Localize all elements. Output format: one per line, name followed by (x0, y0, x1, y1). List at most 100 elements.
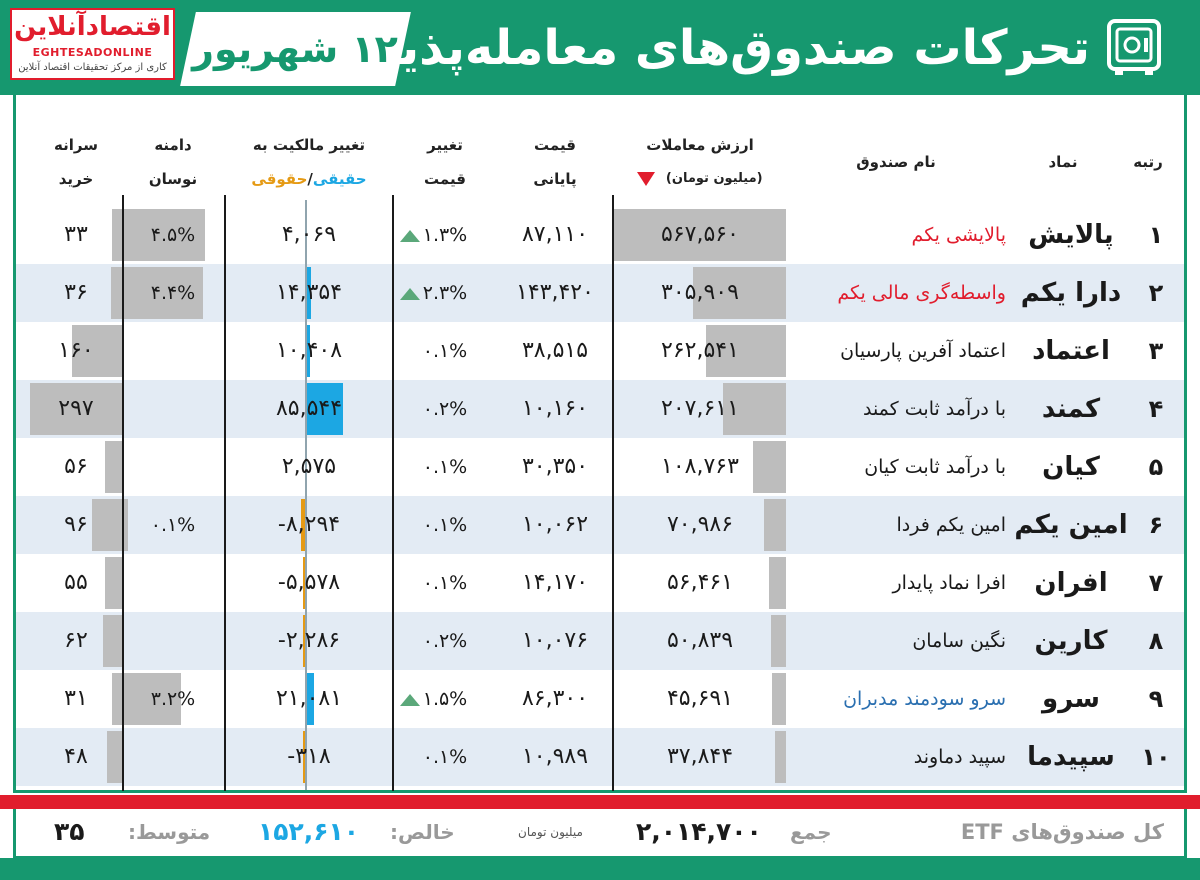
percapita-cell-text: ۹۶ (64, 512, 88, 537)
price-cell-text: ۱۰,۹۸۹ (521, 744, 589, 769)
summary-footer (13, 809, 1187, 859)
range-cell: ۰.۱% (122, 496, 224, 554)
change-cell: ۰.۱% (394, 728, 496, 786)
fund-symbol-text: پالایش (1028, 220, 1114, 250)
volume-cell-text: ۵۶,۴۶۱ (666, 570, 734, 595)
price-cell: ۱۰,۰۷۶ (496, 612, 614, 670)
ownership-bar-real (305, 325, 310, 377)
table-row: ۵۵ -۵,۵۷۸ ۰.۱% ۱۴,۱۷۰ ۵۶,۴۶۱ افرا نماد پایدار… (16, 554, 1184, 612)
fund-name: پالایشی یکم (786, 206, 1006, 264)
volume-bar (614, 209, 786, 261)
fund-symbol: امین یکم (1014, 496, 1128, 554)
ownership-cell-text: ۴,۰۶۹ (281, 222, 337, 247)
rank-cell: ۱۰ (1128, 728, 1184, 786)
rank-cell: ۲ (1128, 264, 1184, 322)
fund-name: با درآمد ثابت کیان (786, 438, 1006, 496)
ownership-cell-text: ۲,۵۷۵ (281, 454, 337, 479)
percapita-cell: ۱۶۰ (30, 322, 122, 380)
ownership-bar-real (305, 673, 314, 725)
fund-symbol: کارین (1014, 612, 1128, 670)
fund-symbol: سپیدما (1014, 728, 1128, 786)
volume-bar (764, 499, 786, 551)
ownership-cell: ۲,۵۷۵ (224, 438, 394, 496)
fund-name: امین یکم فردا (786, 496, 1006, 554)
fund-symbol: سرو (1014, 670, 1128, 728)
change-cell: ۰.۱% (394, 322, 496, 380)
ownership-cell-text: ۱۰,۴۰۸ (275, 338, 343, 363)
price-cell: ۱۰,۹۸۹ (496, 728, 614, 786)
header-range: دامنه نوسان (148, 136, 198, 188)
change-cell: ۰.۲% (394, 380, 496, 438)
percapita-bar (105, 441, 122, 493)
rank-cell-text: ۴ (1148, 395, 1164, 423)
fund-name-text: با درآمد ثابت کیان (864, 456, 1006, 478)
change-cell-text: ۰.۱% (422, 514, 468, 536)
price-cell-text: ۸۶,۳۰۰ (521, 686, 589, 711)
percapita-cell-text: ۵۶ (64, 454, 88, 479)
percapita-cell-text: ۵۵ (64, 570, 88, 595)
volume-bar (706, 325, 786, 377)
sort-down-icon[interactable] (637, 171, 656, 186)
footer-sum-value: ۲,۰۱۴,۷۰۰ (636, 817, 762, 846)
percapita-cell: ۵۵ (30, 554, 122, 612)
range-bar (122, 267, 203, 319)
fund-name-text: سپید دماوند (913, 746, 1006, 768)
rank-cell: ۷ (1128, 554, 1184, 612)
range-cell (122, 322, 224, 380)
range-cell-text: ۴.۵% (150, 224, 196, 246)
ownership-cell: -۵,۵۷۸ (224, 554, 394, 612)
range-cell (122, 554, 224, 612)
range-cell: ۴.۴% (122, 264, 224, 322)
rank-cell-text: ۳ (1148, 337, 1164, 365)
table-row: ۶۲ -۲,۲۸۶ ۰.۲% ۱۰,۰۷۶ ۵۰,۸۳۹ نگین سامان کارین ۸ (16, 612, 1184, 670)
header-symbol: نماد (1048, 153, 1078, 171)
footer-avg-value: ۳۵ (54, 817, 85, 846)
fund-name-text: واسطه‌گری مالی یکم (837, 282, 1006, 304)
volume-cell-text: ۲۰۷,۶۱۱ (661, 396, 739, 421)
volume-cell-text: ۵۰,۸۳۹ (666, 628, 734, 653)
volume-cell-text: ۳۰۵,۹۰۹ (661, 280, 739, 305)
rank-cell: ۱ (1128, 206, 1184, 264)
range-bar (122, 673, 181, 725)
rank-cell-text: ۲ (1148, 279, 1164, 307)
fund-name-text: پالایشی یکم (911, 224, 1006, 246)
percapita-cell-text: ۳۳ (64, 222, 88, 247)
range-bar (122, 499, 128, 551)
ownership-bar-legal (303, 615, 305, 667)
volume-bar (693, 267, 786, 319)
ownership-bar-legal (301, 499, 305, 551)
percapita-cell: ۲۹۷ (30, 380, 122, 438)
percapita-cell: ۳۱ (30, 670, 122, 728)
triangle-up-icon (400, 694, 420, 706)
volume-cell: ۳۷,۸۴۴ (614, 728, 786, 786)
header-name: نام صندوق (856, 153, 936, 171)
percapita-cell-text: ۳۶ (64, 280, 88, 305)
percapita-bar (103, 615, 122, 667)
table-row: ۳۳ ۴.۵% ۴,۰۶۹ ۱.۳% ۸۷,۱۱۰ ۵۶۷,۵۶۰ پالایشی یکم پ… (16, 206, 1184, 264)
volume-cell-text: ۱۰۸,۷۶۳ (661, 454, 739, 479)
fund-symbol-text: افران (1034, 568, 1108, 598)
change-cell: ۰.۲% (394, 612, 496, 670)
volume-bar (723, 383, 786, 435)
volume-bar (771, 615, 786, 667)
divider (122, 195, 124, 791)
rank-cell: ۵ (1128, 438, 1184, 496)
footer-net-label: خالص: (390, 820, 455, 844)
fund-name-text: افرا نماد پایدار (892, 572, 1006, 594)
ownership-cell-text: ۱۴,۳۵۴ (275, 280, 343, 305)
fund-name-text: اعتماد آفرین پارسیان (840, 340, 1006, 362)
price-cell: ۳۸,۵۱۵ (496, 322, 614, 380)
ownership-bar-legal (303, 557, 305, 609)
divider (392, 195, 394, 791)
header-percapita: سرانه خرید (54, 136, 98, 188)
rank-cell: ۴ (1128, 380, 1184, 438)
table-row: ۱۶۰ ۱۰,۴۰۸ ۰.۱% ۳۸,۵۱۵ ۲۶۲,۵۴۱ اعتماد آفرین پ… (16, 322, 1184, 380)
fund-name: افرا نماد پایدار (786, 554, 1006, 612)
rank-cell-text: ۷ (1148, 569, 1164, 597)
change-cell: ۲.۳% (394, 264, 496, 322)
header-change: تغییر قیمت (424, 136, 466, 188)
footer-sum-label: جمع (790, 820, 832, 844)
price-cell-text: ۱۴,۱۷۰ (521, 570, 589, 595)
range-cell (122, 438, 224, 496)
percapita-cell: ۵۶ (30, 438, 122, 496)
